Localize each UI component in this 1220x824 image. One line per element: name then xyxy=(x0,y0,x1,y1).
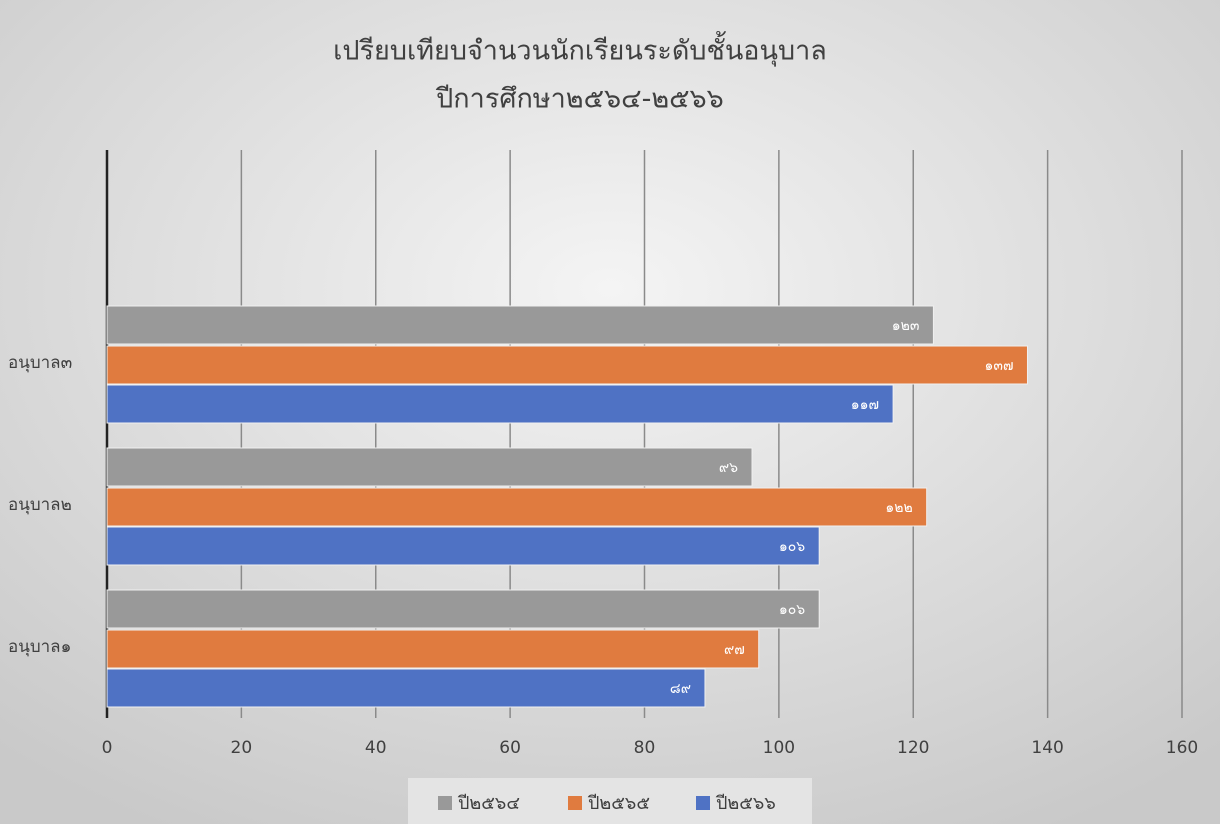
bar xyxy=(106,526,820,566)
legend-label: ปี๒๕๖๖ xyxy=(716,793,776,814)
value-label: ๑๓๗ xyxy=(984,358,1013,374)
legend-label: ปี๒๕๖๔ xyxy=(458,793,520,814)
bar xyxy=(106,589,820,629)
legend-swatch xyxy=(696,796,710,810)
x-tick-label: 120 xyxy=(897,738,929,758)
bar xyxy=(106,384,894,424)
bar xyxy=(106,345,1028,385)
value-label: ๑๑๗ xyxy=(851,397,879,413)
x-tick-label: 40 xyxy=(365,738,387,758)
value-label: ๑๒๒ xyxy=(885,500,912,516)
x-tick-label: 100 xyxy=(763,738,795,758)
x-tick-label: 160 xyxy=(1166,738,1198,758)
x-tick-label: 20 xyxy=(231,738,253,758)
value-label: ๘๙ xyxy=(670,681,691,697)
bar xyxy=(106,487,928,527)
y-tick-label: อนุบาล๒ xyxy=(8,495,72,515)
x-tick-label: 80 xyxy=(634,738,656,758)
chart-title: เปรียบเทียบจำนวนนักเรียนระดับชั้นอนุบาล xyxy=(333,31,827,68)
legend-box xyxy=(408,778,812,824)
bar xyxy=(106,629,760,669)
bar xyxy=(106,305,934,345)
y-tick-label: อนุบาล๓ xyxy=(8,353,72,373)
legend-swatch xyxy=(568,796,582,810)
y-tick-label: อนุบาล๑ xyxy=(8,637,71,657)
value-label: ๙๗ xyxy=(724,642,745,658)
value-label: ๑๐๖ xyxy=(779,539,805,555)
value-label: ๑๐๖ xyxy=(779,602,805,618)
bar xyxy=(106,447,753,487)
x-tick-label: 0 xyxy=(102,738,113,758)
x-tick-label: 60 xyxy=(499,738,521,758)
bar xyxy=(106,668,706,708)
legend-swatch xyxy=(438,796,452,810)
value-label: ๙๖ xyxy=(719,460,738,476)
legend-label: ปี๒๕๖๕ xyxy=(588,793,650,814)
chart-subtitle: ปีการศึกษา๒๕๖๔-๒๕๖๖ xyxy=(436,84,724,115)
x-tick-label: 140 xyxy=(1031,738,1063,758)
value-label: ๑๒๓ xyxy=(892,318,920,334)
